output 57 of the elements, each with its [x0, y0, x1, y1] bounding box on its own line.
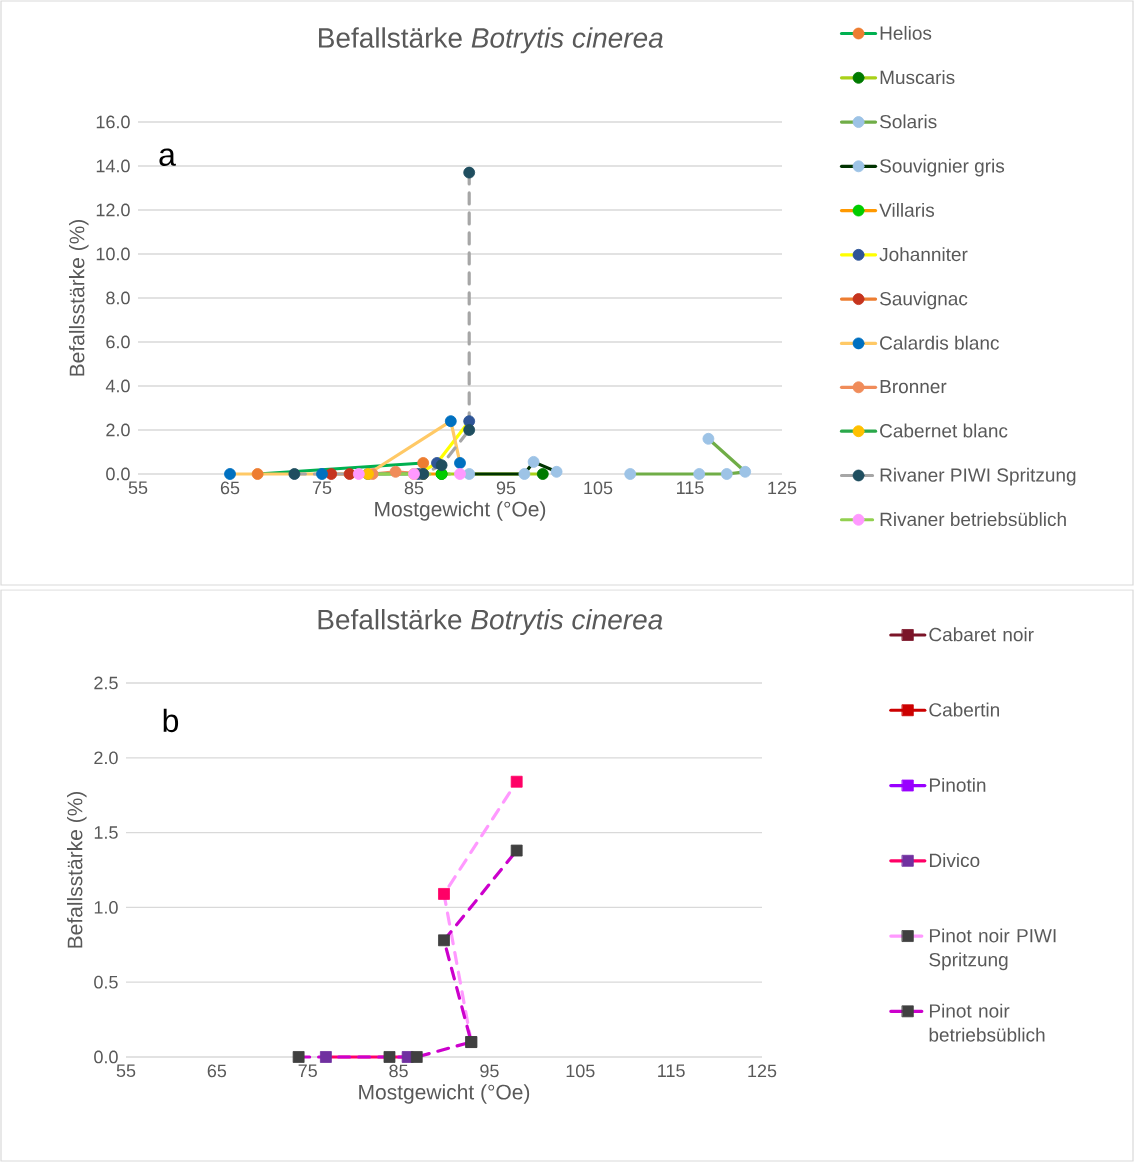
- chart-title: Befallstärke Botrytis cinerea: [319, 27, 663, 54]
- x-tick-label: 95: [496, 481, 516, 495]
- y-tick-label: 14.0: [96, 159, 130, 173]
- legend-label: Pinot noir betriebsüblich: [929, 1003, 1045, 1042]
- legend-label: Cabernet blanc: [880, 423, 1008, 438]
- x-tick-label: 75: [298, 1064, 317, 1078]
- y-tick-label: 8.0: [106, 291, 130, 305]
- x-tick-label: 115: [677, 481, 704, 495]
- x-tick-label: 115: [658, 1064, 685, 1078]
- y-tick-label: 2.0: [94, 751, 118, 765]
- legend-label: Divico: [929, 853, 980, 868]
- legend-label: Bronner: [880, 380, 947, 394]
- legend-label: Sauvignac: [880, 291, 968, 310]
- x-axis-title: Mostgewicht (°Oe): [359, 1084, 530, 1104]
- y-tick-label: 4.0: [105, 379, 130, 393]
- y-tick-label: 6.0: [106, 335, 130, 349]
- legend-label: Rivaner betriebsüblich: [880, 512, 1066, 527]
- legend-label: Johanniter: [879, 247, 968, 262]
- y-axis-title: Befallsstärke (%): [69, 219, 89, 376]
- x-tick-label: 95: [480, 1064, 499, 1078]
- x-tick-label: 105: [584, 481, 613, 495]
- legend-label: Souvignier gris: [880, 158, 1005, 177]
- legend-label: Rivaner PIWI Spritzung: [880, 467, 1076, 486]
- y-tick-label: 16.0: [96, 115, 130, 129]
- y-tick-label: 0.5: [94, 975, 118, 989]
- x-tick-label: 105: [566, 1064, 595, 1078]
- x-tick-label: 55: [128, 481, 148, 495]
- y-tick-label: 0.0: [106, 467, 130, 481]
- legend-label: Villaris: [879, 202, 935, 217]
- legend-label: Pinot noir PIWI Spritzung: [929, 928, 1056, 971]
- y-axis-title: Befallsstärke (%): [67, 791, 87, 948]
- x-tick-label: 85: [404, 481, 424, 495]
- y-tick-label: 12.0: [96, 203, 130, 217]
- x-tick-label: 85: [389, 1064, 408, 1078]
- annotation: b: [163, 708, 179, 733]
- x-tick-label: 65: [207, 1064, 227, 1078]
- x-tick-label: 65: [220, 481, 240, 495]
- y-tick-label: 0.0: [94, 1050, 118, 1064]
- legend-label: Cabertin: [929, 702, 999, 717]
- y-tick-label: 1.5: [94, 826, 118, 839]
- legend-label: Calardis blanc: [880, 335, 999, 350]
- annotation: a: [159, 148, 176, 166]
- y-tick-label: 1.0: [94, 901, 118, 914]
- y-tick-label: 2.5: [94, 676, 118, 690]
- x-tick-label: 125: [768, 481, 797, 495]
- x-tick-label: 125: [748, 1064, 777, 1078]
- x-tick-label: 75: [312, 481, 332, 495]
- legend-label: Helios: [880, 25, 932, 40]
- legend-label: Pinotin: [929, 777, 986, 792]
- x-axis-title: Mostgewicht (°Oe): [375, 501, 546, 521]
- legend-label: Muscaris: [880, 70, 955, 85]
- legend-label: Cabaret noir: [929, 627, 1034, 642]
- y-tick-label: 2.0: [106, 423, 130, 437]
- legend-label: Solaris: [880, 114, 937, 129]
- y-tick-label: 10.0: [96, 247, 130, 261]
- chart-title: Befallstärke Botrytis cinerea: [318, 608, 663, 636]
- x-tick-label: 55: [116, 1064, 136, 1078]
